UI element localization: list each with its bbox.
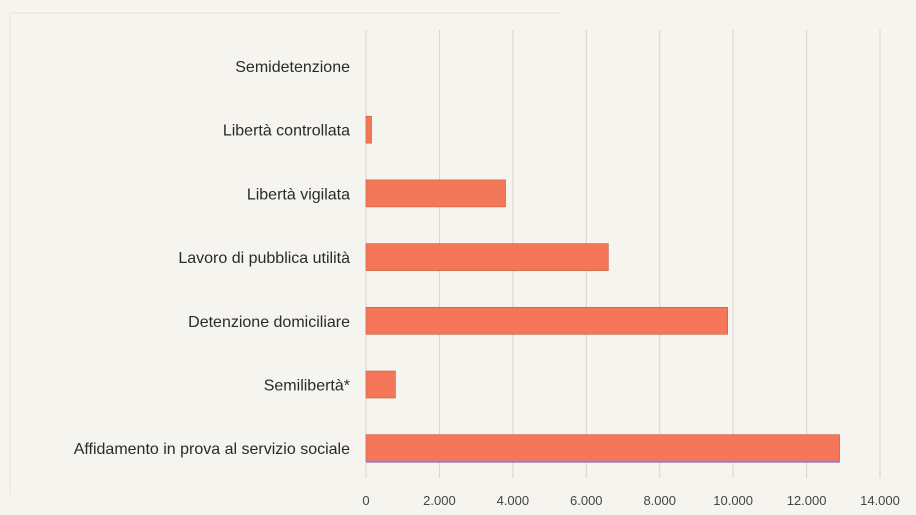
- bar-6: [365, 434, 840, 463]
- x-tick-labels: 0 2.000 4.000 6.000 8.000 10.000 12.000 14.000: [362, 493, 900, 508]
- bar-3: [365, 243, 609, 271]
- x-tick-label-7: 14.000: [860, 493, 900, 508]
- x-tick-label-5: 10.000: [713, 493, 753, 508]
- category-label-4: Detenzione domiciliare: [188, 314, 350, 331]
- x-tick-label-2: 4.000: [497, 493, 530, 508]
- category-label-1: Libertà controllata: [223, 123, 350, 140]
- x-tick-label-3: 6.000: [570, 493, 603, 508]
- bar-4: [365, 306, 728, 335]
- category-label-5: Semilibertà*: [264, 378, 350, 395]
- category-label-6: Affidamento in prova al servizio sociale: [74, 441, 350, 458]
- bar-1: [365, 115, 372, 144]
- category-labels: Semidetenzione Libertà controllata Libertà…: [74, 59, 350, 458]
- bar-2: [365, 179, 506, 208]
- x-tick-label-1: 2.000: [423, 493, 456, 508]
- category-label-3: Lavoro di pubblica utilità: [178, 250, 350, 267]
- bar-5: [365, 370, 396, 399]
- category-label-0: Semidetenzione: [235, 59, 350, 76]
- x-tick-label-0: 0: [362, 493, 369, 508]
- x-tick-label-4: 8.000: [643, 493, 676, 508]
- bars: [365, 115, 840, 463]
- category-label-2: Libertà vigilata: [247, 186, 350, 203]
- x-tick-label-6: 12.000: [787, 493, 827, 508]
